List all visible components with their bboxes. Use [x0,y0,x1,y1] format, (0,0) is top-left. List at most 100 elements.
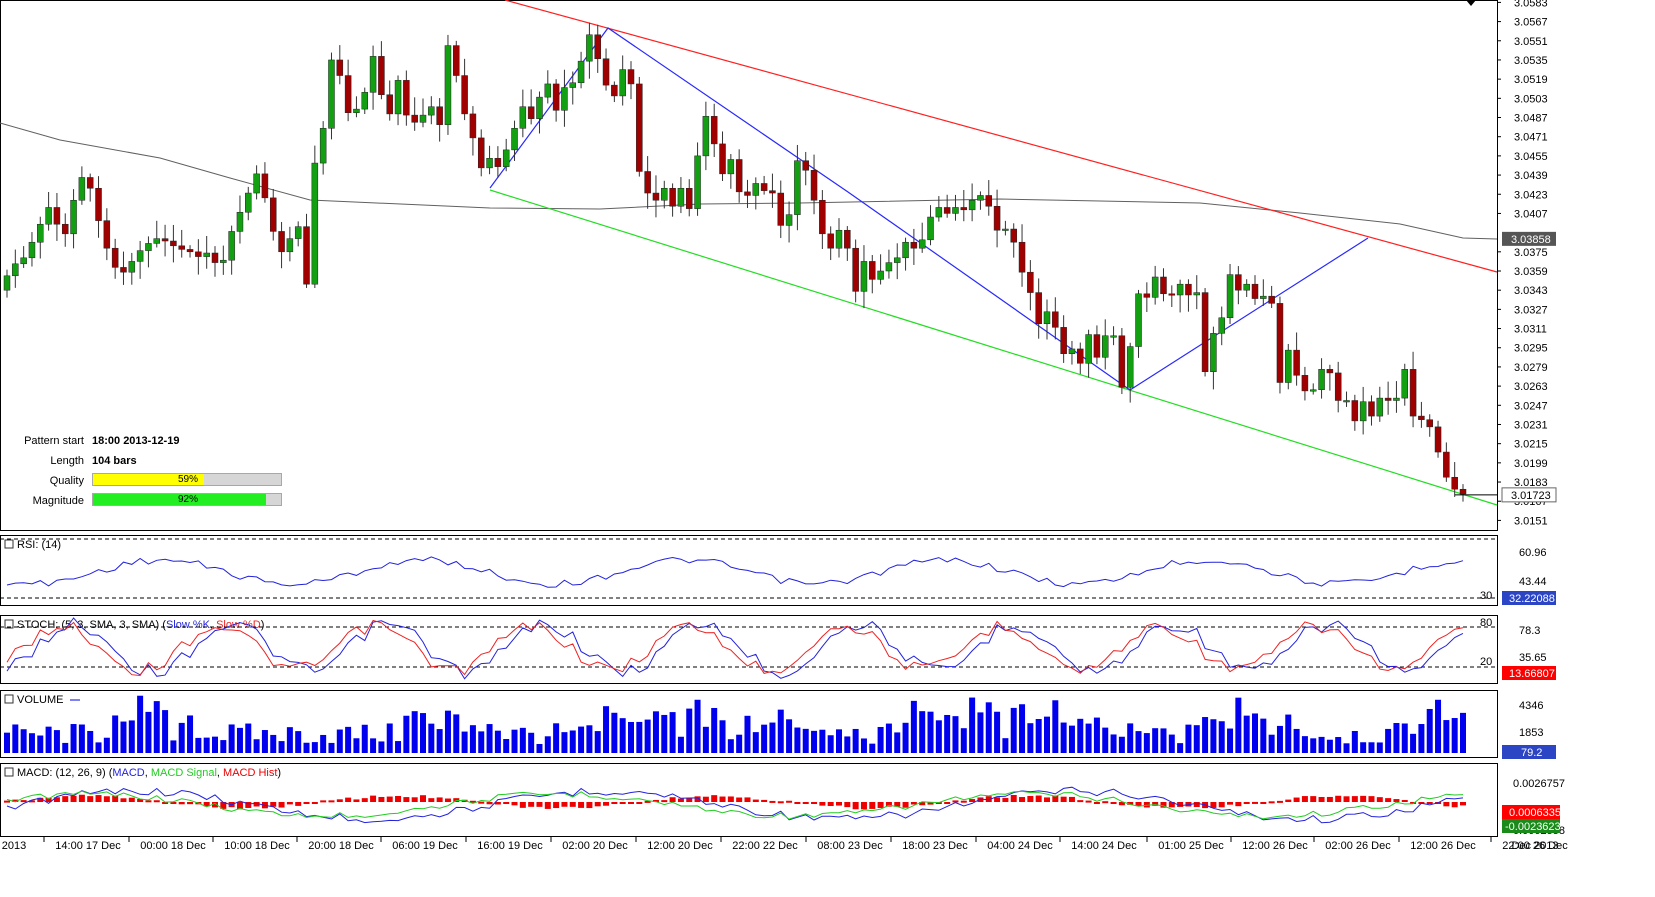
candle-body [1309,389,1317,392]
macd-hist-bar [1052,795,1059,802]
stoch-value-badge [1502,666,1556,680]
candle-body [652,192,660,201]
macd-hist-bar [4,800,10,803]
macd-hist-bar [1218,802,1225,808]
time-axis-label: 12:00 26 Dec [1242,840,1308,852]
volume-bar [636,721,643,753]
macd-hist-bar [744,797,751,802]
time-axis-label: 2013 [2,840,26,852]
candle [644,156,651,209]
macd-hist-bar [1260,802,1267,804]
volume-bar [478,731,485,753]
volume-bar [1102,727,1109,753]
candle [61,213,69,247]
volume-bar [112,715,119,753]
price-tick-label: 3.0215 [1514,439,1548,451]
candle [752,177,760,210]
volume-bar [420,713,426,753]
candle-body [1151,276,1159,298]
candle-body [819,199,826,235]
volume-bar [1152,728,1159,753]
volume-bar [469,725,476,753]
candle-body [561,87,568,111]
stoch-title: STOCH: (5, 3, SMA, 3, SMA) (Slow %K, Slo… [17,619,264,631]
candle [860,245,868,309]
macd-hist-bar [20,800,27,803]
candle-body [103,220,111,249]
volume-bar [811,730,818,753]
candle-body [278,231,285,253]
candle-body [1035,292,1042,325]
volume-bar [1010,707,1017,753]
candle [1027,260,1034,311]
ma-value-badge [1502,231,1556,246]
volume-bar [395,741,402,753]
candle [927,205,934,246]
volume-bar [270,734,277,753]
candle-body [511,128,518,151]
stoch-d-name: Slow %D [216,619,261,631]
candle-body [178,245,185,250]
candle [852,239,859,303]
candle-body [1176,283,1184,296]
last-price-label: 3.01723 [1511,490,1551,502]
candle-body [644,171,651,194]
candle [794,144,801,231]
candle-body [1276,303,1284,383]
volume-bar [1027,723,1034,753]
volume-bar [1210,719,1217,753]
candle [685,179,693,217]
volume-bar [187,715,194,753]
macd-hist-bar [95,795,102,802]
macd-hist-bar [1160,802,1167,808]
macd-hist-bar [769,800,776,803]
volume-bar [852,728,859,753]
candle [170,224,177,263]
macd-hist-bar [1102,801,1109,804]
volume-bar [594,731,601,753]
macd-hist-bar [103,796,110,802]
candle [1193,275,1201,310]
candle-body [669,188,676,207]
candle [436,98,443,142]
candle-body [1293,349,1300,376]
price-tick-label: 3.0503 [1514,93,1548,105]
candle-body [1068,348,1076,354]
volume-bar [1368,742,1375,753]
candle-body [1168,293,1176,296]
macd-hist-bar [378,796,385,802]
volume-bar [644,719,651,753]
macd-hist-bar [1401,799,1408,802]
volume-bar [910,700,917,753]
candle [1293,332,1300,386]
macd-hist-bar [1077,800,1084,803]
candle-body [120,267,127,273]
volume-bar [752,732,759,753]
macd-hist-bar [652,799,659,802]
candle-body [1459,488,1467,495]
price-tick-label: 3.0375 [1514,247,1548,259]
price-tick-label: 3.0247 [1514,400,1548,412]
candle-body [45,207,52,225]
volume-bar [885,723,892,753]
candle-body [1235,274,1242,291]
macd-hist-bar [594,802,601,807]
candle [3,269,11,298]
candle [1451,462,1458,497]
price-tick-label: 3.0183 [1514,477,1548,489]
stoch-d-line [6,619,1464,677]
macd-hist-bar [178,802,185,805]
volume-bar [1301,736,1308,753]
price-tick-label: 3.0327 [1514,304,1548,316]
volume-bar [686,708,693,753]
volume-bar [1460,712,1466,753]
candle [20,246,27,268]
macd-hist-bar [1293,797,1300,802]
candle-body [1010,228,1017,243]
stoch-level-high-label: 80 [1480,617,1492,629]
candle [1077,342,1084,374]
pattern-start-value: 18:00 2013-12-19 [92,435,180,447]
macd-title-sep: , [145,767,151,779]
volume-bar [1243,715,1250,753]
